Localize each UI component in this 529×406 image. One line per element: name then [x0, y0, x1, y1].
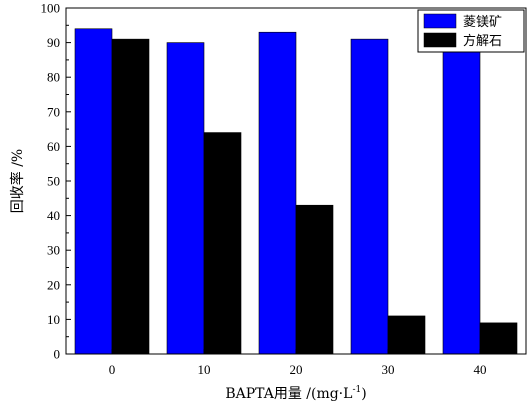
y-tick-label-50: 50 [47, 174, 60, 189]
y-tick-label-70: 70 [47, 104, 60, 119]
bar-magnesite-10 [166, 42, 205, 355]
y-tick-label-60: 60 [47, 139, 60, 154]
y-tick-label-0: 0 [54, 347, 61, 362]
bar-magnesite-30 [350, 38, 389, 355]
y-tick-label-100: 100 [41, 1, 61, 16]
bar-magnesite-20 [258, 31, 297, 355]
bar-magnesite-40 [442, 38, 481, 355]
y-axis-label: 回收率 /% [9, 149, 26, 213]
x-tick-label-20: 20 [290, 362, 303, 377]
y-tick-label-90: 90 [47, 35, 60, 50]
y-axis: 0 10 20 30 40 50 60 70 80 90 100 [41, 1, 71, 362]
bar-calcite-10 [203, 132, 242, 355]
legend-label-calcite: 方解石 [463, 33, 502, 49]
x-axis-label-superscript: -1 [352, 385, 361, 395]
x-tick-label-10: 10 [198, 362, 211, 377]
bar-calcite-30 [387, 315, 426, 355]
bar-calcite-0 [111, 38, 150, 355]
x-tick-label-30: 30 [382, 362, 395, 377]
x-tick-label-0: 0 [109, 362, 116, 377]
y-tick-label-10: 10 [47, 312, 60, 327]
bars-layer [74, 28, 518, 355]
y-tick-label-30: 30 [47, 243, 60, 258]
bar-magnesite-0 [74, 28, 113, 355]
y-tick-label-20: 20 [47, 277, 60, 292]
legend-label-magnesite: 菱镁矿 [463, 15, 502, 30]
bar-calcite-20 [295, 204, 334, 355]
y-tick-label-80: 80 [47, 70, 60, 85]
x-axis-label-end: ) [361, 386, 366, 402]
legend: 菱镁矿 方解石 [417, 9, 525, 53]
legend-swatch-magnesite [423, 13, 457, 29]
x-axis: 0 10 20 30 40 [109, 349, 487, 377]
x-axis-label-main: BAPTA用量 /(mg·L [225, 386, 352, 402]
x-tick-label-40: 40 [474, 362, 487, 377]
x-axis-label: BAPTA用量 /(mg·L-1) [225, 385, 366, 402]
y-tick-label-40: 40 [47, 208, 60, 223]
legend-swatch-calcite [423, 32, 457, 48]
bar-calcite-40 [479, 322, 518, 355]
